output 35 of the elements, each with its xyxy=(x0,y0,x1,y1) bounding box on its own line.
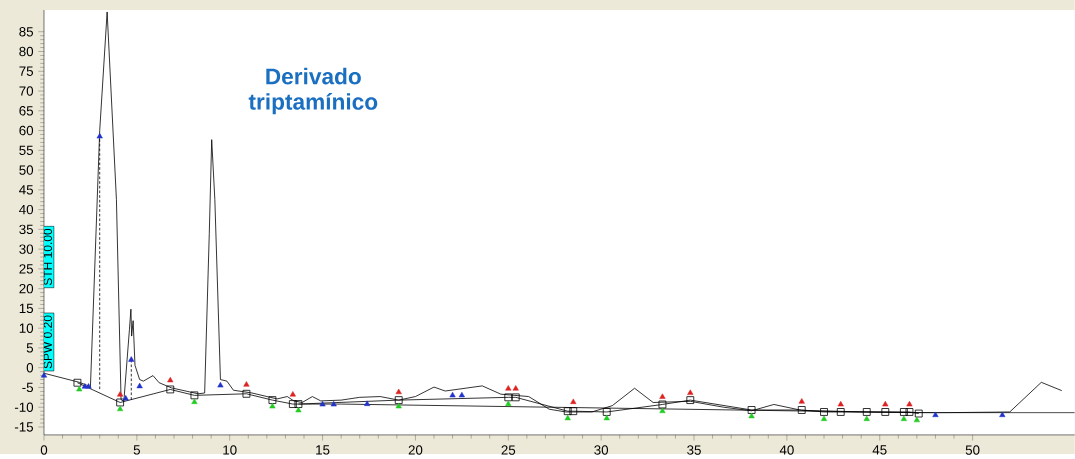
x-tick-label: 5 xyxy=(133,445,140,455)
y-tick-label: 25 xyxy=(19,264,34,274)
y-tick-label: 45 xyxy=(19,185,34,195)
y-tick-label: -10 xyxy=(14,402,34,412)
y-tick-label: 40 xyxy=(19,204,34,215)
annotation: Derivado triptamínico xyxy=(248,67,378,115)
y-tick-label: -15 xyxy=(14,422,34,432)
y-tick-label: 0 xyxy=(26,362,34,373)
annotation: STH 10.00 xyxy=(43,228,52,286)
y-tick-label: 35 xyxy=(19,224,34,234)
x-tick-label: 50 xyxy=(965,445,980,455)
x-tick-label: 30 xyxy=(594,445,609,455)
y-tick-label: 65 xyxy=(19,106,34,116)
annotation: SPW 0.20 xyxy=(43,315,52,369)
x-tick-label: 25 xyxy=(501,445,516,455)
y-tick-label: 5 xyxy=(26,343,34,353)
y-tick-label: 20 xyxy=(19,283,34,294)
y-tick-label: 75 xyxy=(19,66,34,76)
x-tick-label: 35 xyxy=(687,445,701,455)
y-tick-label: -5 xyxy=(22,382,34,393)
x-tick-label: 40 xyxy=(779,445,794,455)
x-tick-label: 10 xyxy=(223,445,237,455)
y-tick-label: 50 xyxy=(19,165,34,175)
y-tick-label: 30 xyxy=(19,244,34,254)
x-tick-label: 15 xyxy=(316,445,330,455)
x-tick-label: 20 xyxy=(408,445,423,455)
y-tick-label: 10 xyxy=(19,323,34,333)
x-tick-label: 0 xyxy=(40,445,48,455)
y-tick-label: 60 xyxy=(19,125,34,136)
x-tick-label: 45 xyxy=(872,445,887,455)
y-tick-label: 85 xyxy=(19,26,34,37)
y-tick-label: 70 xyxy=(19,86,34,96)
y-tick-label: 15 xyxy=(19,303,34,313)
y-tick-label: 55 xyxy=(19,145,34,155)
y-tick-label: 80 xyxy=(19,46,34,57)
